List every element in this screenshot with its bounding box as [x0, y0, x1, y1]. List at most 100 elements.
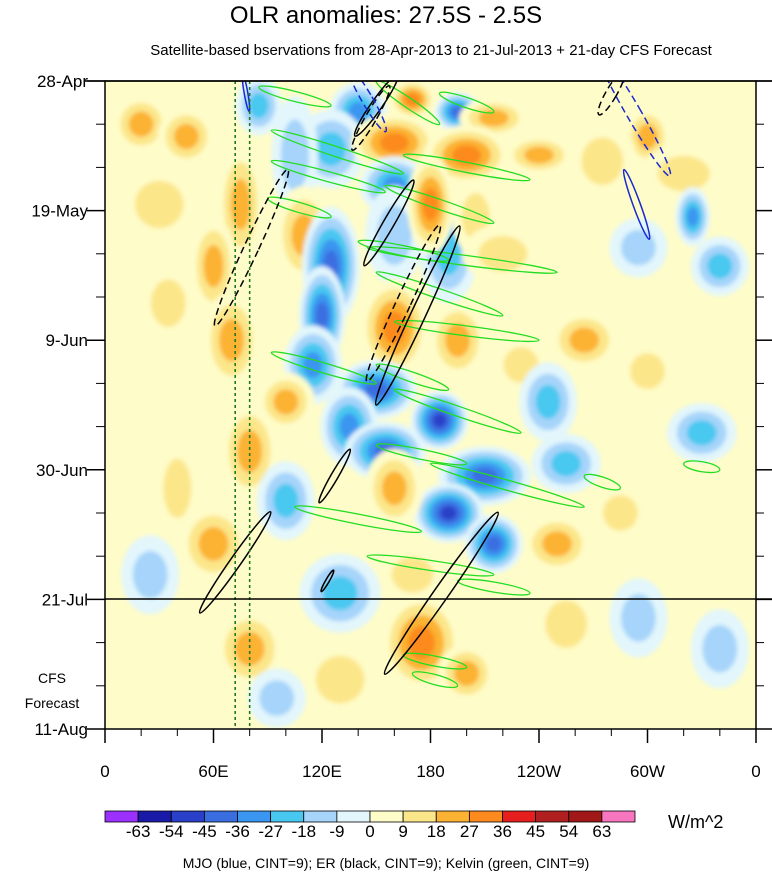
anomaly-blob-34-level-3	[569, 327, 600, 353]
anomaly-blob-8-level-3	[128, 111, 154, 137]
anomaly-blob-50-level-3	[273, 483, 299, 518]
kelvin-contour-6	[384, 184, 495, 225]
anomaly-blob-64-level-2	[315, 655, 365, 704]
y-tick-label-1: 19-May	[31, 202, 88, 221]
y-tick-label-0: 28-Apr	[37, 72, 88, 91]
anomaly-blob-26-level-2	[478, 236, 528, 272]
anomaly-blob-5-level-4	[379, 132, 409, 153]
anomaly-blob-42-level-3	[273, 389, 299, 415]
colorbar-swatch-0	[104, 810, 139, 823]
kelvin-contour-4	[402, 153, 531, 182]
cfs-note-line2: Forecast	[24, 695, 80, 711]
colorbar-swatch-1	[137, 810, 172, 823]
y-tick-label-4: 21-Jul	[42, 590, 88, 609]
anomaly-blob-14-level-2	[581, 137, 624, 185]
kelvin-contours	[258, 81, 721, 689]
kelvin-contour-17	[583, 473, 622, 491]
kelvin-contour-2	[438, 91, 495, 114]
anomaly-blob-60-level-3	[454, 660, 480, 687]
kelvin-contour-9	[357, 239, 450, 262]
kelvin-contour-20	[456, 578, 531, 596]
colorbar-swatch-6	[303, 810, 338, 823]
anomaly-blob-35-level-2	[630, 353, 665, 389]
kelvin-contour-16	[429, 462, 585, 509]
kelvin-contour-5	[270, 159, 386, 194]
cfs-note-line1: CFS	[38, 670, 66, 686]
er-contour-2	[365, 224, 442, 383]
colorbar-swatch-4	[237, 810, 272, 823]
x-tick-label-2: 120E	[302, 762, 342, 781]
x-tick-label-3: 180	[416, 762, 444, 781]
colorbar-swatch-3	[203, 810, 238, 823]
mjo-contour-0	[347, 81, 388, 133]
anomaly-blob-32-level-3	[445, 323, 471, 358]
anomaly-blob-53-level-2	[603, 495, 638, 531]
colorbar	[104, 810, 636, 823]
anomaly-blob-66-level-2	[259, 680, 295, 716]
anomaly-blob-10-level-3	[248, 92, 269, 119]
er-contours	[198, 81, 626, 675]
anomaly-blob-48-level-6	[440, 506, 457, 520]
er-contour-9	[383, 511, 500, 675]
anomaly-blob-4-level-3	[316, 131, 346, 166]
anomaly-blob-3-level-3	[478, 109, 509, 127]
anomaly-blob-29-level-3	[203, 244, 224, 288]
anomaly-blob-21-level-5	[315, 302, 329, 329]
colorbar-tick-label-13: 54	[559, 822, 579, 841]
mjo-contour-1	[594, 81, 672, 177]
anomaly-blob-36-level-4	[303, 351, 323, 379]
colorbar-swatch-15	[601, 810, 636, 823]
kelvin-contour-12	[270, 351, 377, 385]
kelvin-contour-22	[411, 671, 459, 689]
kelvin-contour-18	[294, 505, 423, 534]
colorbar-swatch-10	[435, 810, 470, 823]
er-contour-8	[198, 510, 272, 614]
kelvin-contour-23	[682, 460, 721, 474]
anomaly-blob-62-level-2	[621, 594, 656, 642]
colorbar-swatch-8	[369, 810, 404, 823]
anomaly-blob-11-level-2	[280, 119, 309, 191]
colorbar-tick-label-6: -9	[329, 822, 345, 841]
anomaly-blob-59-level-4	[407, 626, 435, 660]
colorbar-tick-label-0: -63	[125, 822, 151, 841]
kelvin-contour-0	[258, 85, 332, 108]
anomaly-blob-58-level-2	[391, 556, 434, 593]
anomaly-blob-39-level-3	[219, 319, 244, 362]
anomaly-blob-18-level-3	[230, 179, 251, 230]
colorbar-tick-label-3: -36	[225, 822, 250, 841]
page-title: OLR anomalies: 27.5S - 2.5S	[229, 2, 543, 29]
kelvin-contour-15	[375, 443, 468, 466]
contour-legend-note: MJO (blue, CINT=9); ER (black, CINT=9); …	[182, 855, 590, 871]
kelvin-contour-8	[366, 246, 558, 274]
anomaly-blob-52-level-3	[542, 531, 572, 557]
page-subtitle: Satellite-based bservations from 28-Apr-…	[150, 42, 712, 59]
y-tick-label-3: 30-Jun	[36, 461, 88, 480]
colorbar-tick-label-12: 45	[526, 822, 546, 841]
er-contour-0	[353, 81, 399, 137]
colorbar-tick-label-8: 9	[398, 822, 408, 841]
er-contour-7	[318, 448, 352, 504]
anomaly-blob-6-level-4	[452, 145, 482, 165]
anomaly-blob-17-level-2	[134, 180, 184, 229]
colorbar-swatch-14	[568, 810, 603, 823]
anomaly-blob-9-level-3	[173, 123, 199, 150]
anomaly-blob-27-level-2	[621, 229, 656, 266]
colorbar-swatch-5	[270, 810, 305, 823]
colorbar-tick-label-10: 27	[459, 822, 479, 841]
colorbar-tick-label-9: 18	[426, 822, 446, 841]
cfs-forecast-note: CFS Forecast	[22, 666, 82, 716]
anomaly-blob-37-level-5	[365, 381, 388, 398]
mjo-contour-2	[622, 168, 651, 240]
colorbar-swatch-12	[502, 810, 537, 823]
anomaly-blob-47-level-3	[237, 430, 263, 473]
colorbar-tick-label-11: 36	[493, 822, 512, 841]
anomaly-blob-40-level-3	[535, 384, 561, 419]
anomaly-blob-16-level-4	[686, 206, 699, 227]
anomaly-blob-28-level-3	[707, 253, 733, 279]
y-tick-label-2: 9-Jun	[45, 331, 88, 350]
colorbar-tick-label-5: -18	[291, 822, 317, 841]
er-contour-6	[597, 81, 626, 116]
kelvin-contour-3	[270, 129, 405, 175]
colorbar-units: W/m^2	[668, 812, 724, 832]
